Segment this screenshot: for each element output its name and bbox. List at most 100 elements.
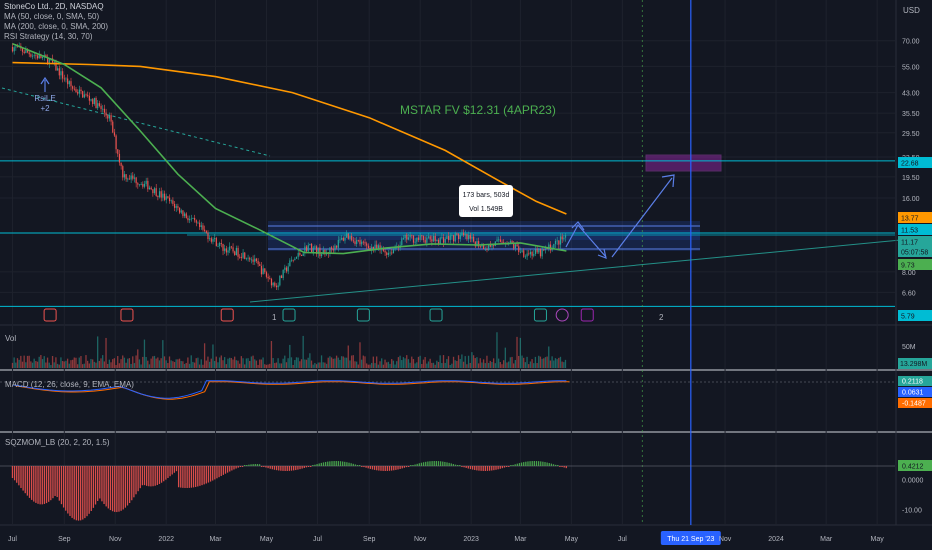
ma50-line[interactable]	[12, 43, 567, 255]
macd-signal-line[interactable]	[15, 381, 570, 400]
x-tick-label: Mar	[209, 536, 222, 543]
volume-bar	[287, 358, 289, 368]
price-badge	[898, 157, 932, 168]
sqz-bar	[286, 466, 288, 471]
x-tick-label: May	[565, 536, 579, 543]
sqz-bar	[107, 466, 109, 509]
volume-bar	[504, 347, 506, 368]
earnings-icon[interactable]	[282, 308, 296, 322]
legend-rsi-strategy[interactable]: RSI Strategy (14, 30, 70)	[4, 32, 93, 41]
volume-bar	[402, 357, 405, 368]
macd-line[interactable]	[12, 380, 567, 399]
sqz-bar	[465, 466, 467, 468]
sqz-bar	[412, 465, 414, 466]
sqz-bar	[86, 466, 88, 517]
volume-bar	[175, 359, 177, 368]
sqz-bar	[273, 466, 276, 470]
volume-bar	[350, 355, 353, 368]
sqz-tick-label: 0.0000	[902, 478, 924, 485]
candle	[476, 241, 478, 247]
sqz-bar	[307, 466, 310, 467]
projection-path[interactable]	[565, 223, 607, 258]
sqz-bar	[478, 466, 480, 471]
candle	[80, 89, 82, 92]
earnings-icon[interactable]	[580, 308, 594, 322]
candle	[384, 250, 386, 253]
sqz-bar	[226, 466, 229, 473]
macd-badge	[898, 398, 932, 408]
volume-bar	[140, 364, 142, 368]
volume-bar	[120, 359, 122, 368]
volume-bar	[33, 358, 35, 368]
volume-bar	[232, 359, 234, 368]
candle	[120, 162, 122, 167]
sqz-bar	[561, 466, 563, 467]
arrow-head[interactable]	[661, 174, 675, 188]
ma200-line[interactable]	[12, 61, 567, 215]
earnings-icon[interactable]	[356, 308, 370, 322]
candle	[26, 49, 29, 53]
candle	[548, 244, 550, 249]
volume-bar	[66, 358, 69, 368]
arrow-head[interactable]	[571, 221, 585, 231]
volume-bar	[489, 360, 491, 368]
volume-bar	[71, 359, 74, 368]
candle	[270, 278, 273, 286]
x-tick-label: 2022	[158, 536, 174, 543]
candle	[471, 236, 473, 239]
volume-bar	[205, 360, 207, 368]
candle	[148, 187, 151, 190]
candle	[137, 183, 139, 185]
volume-bar	[337, 357, 339, 368]
dividend-icon[interactable]	[555, 308, 569, 322]
candle	[563, 237, 565, 240]
sqz-bar	[312, 465, 314, 466]
candle	[310, 243, 313, 253]
candle	[516, 244, 518, 247]
earnings-icon[interactable]	[120, 308, 134, 322]
sqz-bar	[111, 466, 114, 512]
volume-bar	[257, 364, 259, 368]
volume-bar	[197, 357, 199, 368]
candle	[157, 195, 159, 198]
sqz-bar	[163, 466, 165, 482]
target-zone[interactable]	[645, 154, 722, 172]
sqz-bar	[101, 466, 103, 502]
candle	[103, 108, 106, 113]
volume-bar	[177, 359, 179, 368]
candle	[235, 247, 237, 256]
x-tick-label: Nov	[719, 536, 732, 543]
legend-symbol[interactable]: StoneCo Ltd., 2D, NASDAQ	[4, 2, 104, 11]
legend-ma200[interactable]: MA (200, close, 0, SMA, 200)	[4, 22, 109, 31]
volume-bar	[551, 356, 553, 368]
earnings-icon[interactable]	[220, 308, 234, 322]
projection-path[interactable]	[611, 177, 673, 258]
volume-bar	[127, 358, 129, 368]
y-tick-label: 70.00	[902, 39, 920, 46]
sqz-bar	[218, 466, 220, 478]
candle	[339, 239, 341, 241]
rising-trendline[interactable]	[249, 236, 932, 303]
candle	[145, 180, 147, 184]
earnings-icon[interactable]	[533, 308, 547, 322]
volume-bar	[534, 356, 537, 368]
volume-bar	[125, 362, 127, 368]
candle	[192, 217, 194, 219]
legend-ma50[interactable]: MA (50, close, 0, SMA, 50)	[4, 12, 100, 21]
volume-bar	[411, 356, 413, 368]
arrow-head[interactable]	[597, 248, 607, 259]
volume-bar	[431, 362, 433, 368]
falling-trendline[interactable]	[1, 87, 271, 157]
candle	[167, 196, 169, 198]
sqz-bar	[484, 466, 487, 471]
sqz-bar	[97, 466, 99, 501]
candle	[468, 235, 470, 240]
candle	[155, 188, 157, 196]
sqz-bar	[128, 466, 131, 504]
earnings-icon[interactable]	[43, 308, 57, 322]
volume-bar	[80, 356, 82, 368]
earnings-icon[interactable]	[429, 308, 443, 322]
volume-bar	[344, 357, 346, 368]
pane-label-vol: Vol	[5, 334, 16, 343]
